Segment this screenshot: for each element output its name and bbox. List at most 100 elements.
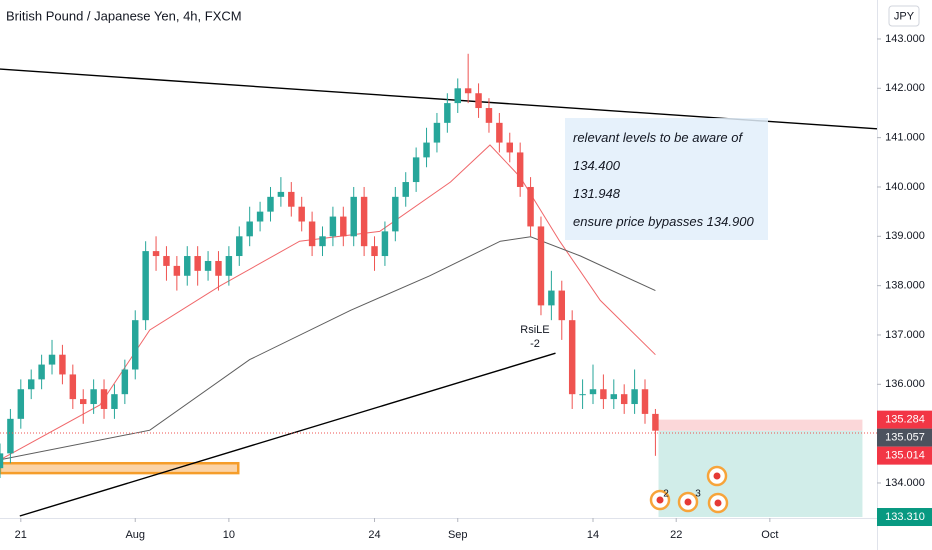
candle-body bbox=[100, 389, 108, 409]
candle-body bbox=[59, 354, 66, 375]
candle-body bbox=[610, 394, 618, 400]
candle-body bbox=[298, 206, 305, 222]
candle-body bbox=[329, 216, 337, 237]
candle-body bbox=[589, 389, 597, 395]
candle-body bbox=[0, 453, 4, 469]
candle-body bbox=[288, 191, 295, 207]
price-label: 133.310 bbox=[885, 511, 925, 523]
price-label-bg bbox=[877, 428, 932, 447]
candle-body bbox=[475, 93, 482, 109]
candle-body bbox=[600, 389, 607, 400]
x-tick-label: Oct bbox=[761, 529, 778, 541]
candle-body bbox=[27, 379, 35, 390]
overlay-line bbox=[19, 352, 556, 517]
candle-body bbox=[433, 122, 441, 143]
event-icon-dot bbox=[656, 496, 664, 504]
candle-body bbox=[516, 152, 524, 187]
y-tick-label: 140.000 bbox=[885, 181, 925, 193]
candle-body bbox=[215, 260, 222, 276]
y-tick-label: 136.000 bbox=[885, 378, 925, 390]
candle-body bbox=[38, 364, 45, 380]
candle-body bbox=[423, 142, 430, 158]
price-label-bg bbox=[877, 446, 932, 465]
candle-body bbox=[121, 369, 129, 395]
candle-body bbox=[579, 394, 586, 396]
candle-body bbox=[558, 290, 566, 321]
zone bbox=[0, 461, 240, 475]
y-tick-label: 142.000 bbox=[885, 82, 925, 94]
candle-body bbox=[256, 211, 264, 222]
candle-body bbox=[152, 251, 160, 257]
price-label: 135.057 bbox=[885, 432, 925, 444]
x-tick-label: 14 bbox=[587, 529, 599, 541]
event-icon-dot bbox=[713, 472, 721, 480]
candle-body bbox=[652, 413, 659, 431]
signal-label: RsiLE bbox=[520, 324, 549, 336]
candle-body bbox=[527, 186, 534, 227]
candle-body bbox=[360, 196, 368, 247]
currency-button[interactable] bbox=[888, 5, 920, 27]
signal-label: -2 bbox=[530, 338, 540, 350]
event-icon-dot bbox=[684, 498, 692, 506]
price-label: 135.284 bbox=[885, 414, 925, 426]
y-tick-label: 141.000 bbox=[885, 132, 925, 144]
candle-body bbox=[381, 231, 389, 257]
price-label-bg bbox=[877, 410, 932, 429]
candle-body bbox=[506, 142, 513, 153]
annotation-line: ensure price bypasses 134.900 bbox=[573, 214, 754, 229]
overlay-line bbox=[0, 236, 656, 461]
candle-body bbox=[80, 399, 87, 405]
candle-body bbox=[350, 196, 357, 237]
candle-body bbox=[225, 256, 233, 276]
candle-body bbox=[444, 103, 451, 123]
currency-label[interactable]: JPY bbox=[894, 10, 915, 22]
annotation-box: relevant levels to be aware of 134.400 131… bbox=[565, 118, 768, 240]
candle-body bbox=[308, 221, 316, 247]
candle-body bbox=[340, 216, 347, 237]
x-tick-label: 10 bbox=[223, 529, 235, 541]
candle-body bbox=[402, 182, 409, 197]
event-count: 2 bbox=[663, 489, 669, 500]
candle-body bbox=[620, 394, 628, 405]
candle-body bbox=[548, 290, 555, 306]
candle-body bbox=[267, 196, 274, 212]
candle-body bbox=[132, 320, 139, 370]
candle-body bbox=[163, 256, 170, 266]
candle-body bbox=[173, 265, 181, 276]
candle-body bbox=[90, 389, 97, 405]
y-tick-label: 134.000 bbox=[885, 477, 925, 489]
event-count: 3 bbox=[695, 489, 701, 500]
candle-body bbox=[142, 251, 149, 321]
candle-body bbox=[485, 108, 493, 123]
annotation-line: 131.948 bbox=[573, 186, 620, 201]
candle-body bbox=[246, 221, 253, 237]
x-tick-label: 24 bbox=[368, 529, 380, 541]
annotation-line: 134.400 bbox=[573, 158, 620, 173]
y-tick-label: 143.000 bbox=[885, 33, 925, 45]
y-tick-label: 139.000 bbox=[885, 230, 925, 242]
candle-body bbox=[631, 389, 638, 405]
candle-body bbox=[194, 256, 201, 271]
candle-body bbox=[204, 260, 212, 271]
event-icon-dot bbox=[714, 499, 722, 507]
candle-body bbox=[568, 320, 576, 395]
candle-body bbox=[412, 157, 420, 183]
candle-body bbox=[537, 226, 545, 306]
price-label-bg bbox=[877, 508, 932, 527]
x-tick-label: Aug bbox=[125, 529, 145, 541]
candle-body bbox=[319, 236, 326, 247]
candle-body bbox=[184, 256, 191, 276]
candle-body bbox=[236, 236, 243, 257]
candle-body bbox=[641, 389, 649, 414]
candle-body bbox=[496, 122, 503, 143]
candle-body bbox=[454, 88, 461, 104]
y-tick-label: 138.000 bbox=[885, 280, 925, 292]
x-tick-label: 21 bbox=[15, 529, 27, 541]
candle-body bbox=[48, 354, 56, 365]
x-tick-label: 22 bbox=[670, 529, 682, 541]
chart-title: British Pound / Japanese Yen, 4h, FXCM bbox=[6, 8, 242, 23]
y-tick-label: 137.000 bbox=[885, 329, 925, 341]
candle-body bbox=[464, 88, 472, 94]
